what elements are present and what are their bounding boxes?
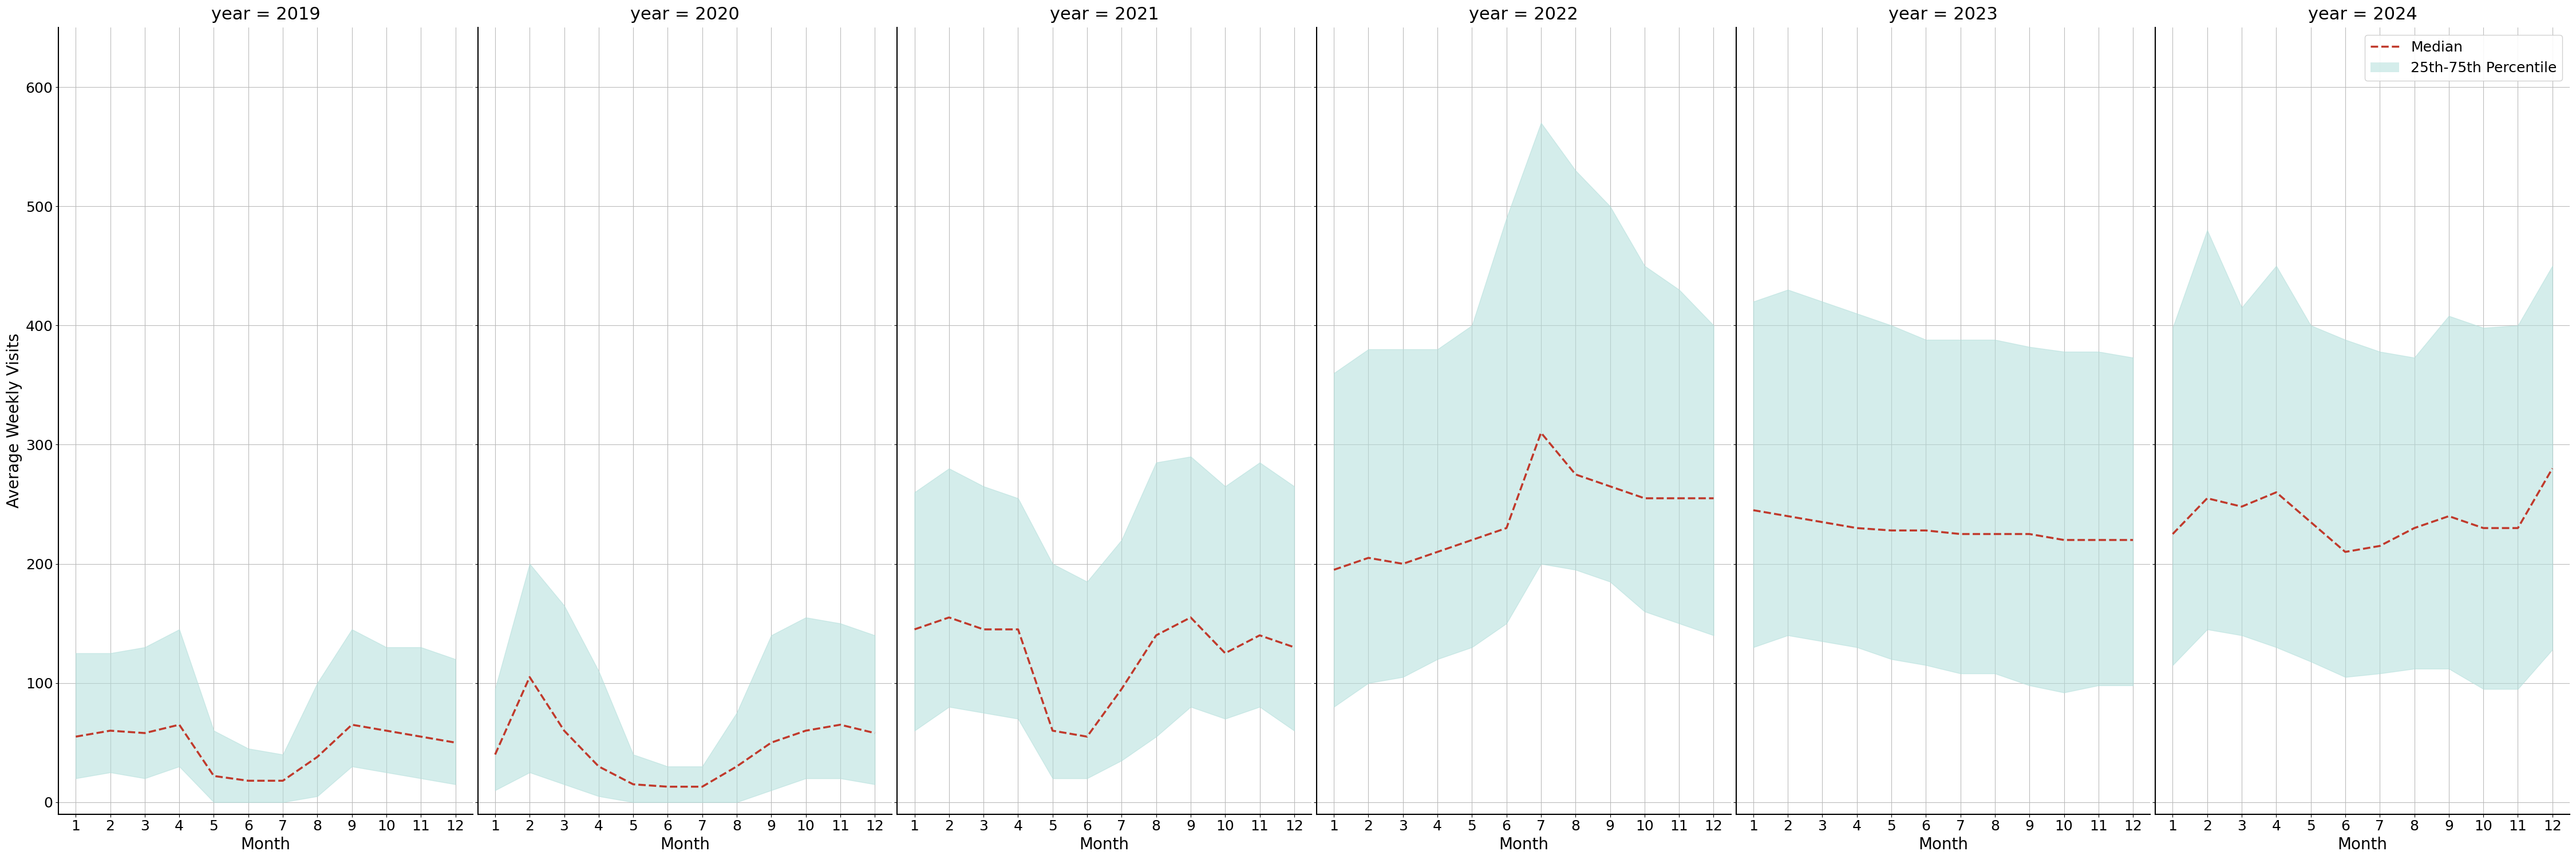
Median bbox=[2468, 523, 2499, 533]
Median bbox=[2048, 535, 2079, 545]
Median bbox=[2117, 535, 2148, 545]
Median bbox=[1739, 505, 1770, 515]
Median bbox=[2192, 493, 2223, 503]
Line: Median: Median bbox=[1754, 510, 2133, 540]
Median bbox=[1842, 523, 1873, 533]
Legend: Median, 25th-75th Percentile: Median, 25th-75th Percentile bbox=[2365, 34, 2563, 81]
Median bbox=[129, 728, 160, 738]
Median bbox=[1002, 624, 1033, 635]
Line: Median: Median bbox=[495, 677, 876, 787]
Median bbox=[1105, 684, 1136, 694]
Median bbox=[1244, 631, 1275, 641]
Median bbox=[721, 761, 752, 771]
Median bbox=[59, 732, 90, 742]
Line: Median: Median bbox=[914, 618, 1293, 737]
Median bbox=[1978, 529, 2009, 539]
Median bbox=[860, 728, 891, 738]
Title: year = 2021: year = 2021 bbox=[1051, 6, 1159, 23]
Median bbox=[824, 720, 855, 730]
Median bbox=[791, 726, 822, 736]
Median bbox=[1319, 564, 1350, 575]
Median bbox=[371, 726, 402, 736]
Median bbox=[2014, 529, 2045, 539]
Title: year = 2022: year = 2022 bbox=[1468, 6, 1579, 23]
Y-axis label: Average Weekly Visits: Average Weekly Visits bbox=[5, 333, 23, 509]
Median bbox=[2398, 523, 2429, 533]
Median bbox=[2262, 487, 2293, 497]
Median bbox=[1595, 481, 1625, 491]
Median bbox=[652, 782, 683, 792]
Median bbox=[1875, 526, 1906, 536]
Median bbox=[1525, 428, 1556, 438]
X-axis label: Month: Month bbox=[2336, 837, 2388, 853]
Median bbox=[479, 749, 510, 759]
Median bbox=[2434, 511, 2465, 521]
Median bbox=[1455, 535, 1486, 545]
Median bbox=[1141, 631, 1172, 641]
X-axis label: Month: Month bbox=[1499, 837, 1548, 853]
Median bbox=[1211, 648, 1242, 658]
X-axis label: Month: Month bbox=[1919, 837, 1968, 853]
Median bbox=[549, 726, 580, 736]
Median bbox=[1038, 726, 1069, 736]
Median bbox=[1492, 523, 1522, 533]
Median bbox=[2537, 463, 2568, 473]
Median bbox=[2156, 529, 2187, 539]
Median bbox=[969, 624, 999, 635]
Title: year = 2024: year = 2024 bbox=[2308, 6, 2416, 23]
Median bbox=[755, 737, 786, 747]
Median bbox=[2501, 523, 2532, 533]
Median bbox=[2084, 535, 2115, 545]
X-axis label: Month: Month bbox=[240, 837, 291, 853]
Median bbox=[1806, 517, 1837, 527]
Median bbox=[2226, 502, 2257, 512]
X-axis label: Month: Month bbox=[659, 837, 711, 853]
Median bbox=[337, 720, 368, 730]
Median bbox=[1664, 493, 1695, 503]
Median bbox=[1628, 493, 1659, 503]
Median bbox=[1911, 526, 1942, 536]
Median bbox=[1698, 493, 1728, 503]
Median bbox=[1278, 642, 1309, 652]
Line: Median: Median bbox=[2172, 468, 2553, 551]
Line: Median: Median bbox=[75, 725, 456, 781]
Median bbox=[2365, 541, 2396, 551]
Median bbox=[2329, 546, 2360, 557]
Median bbox=[165, 720, 196, 730]
Median bbox=[1072, 732, 1103, 742]
Median bbox=[688, 782, 719, 792]
Median bbox=[1561, 469, 1592, 479]
Title: year = 2019: year = 2019 bbox=[211, 6, 319, 23]
Median bbox=[1945, 529, 1976, 539]
Median bbox=[268, 776, 299, 786]
Median bbox=[1352, 552, 1383, 563]
Median bbox=[232, 776, 263, 786]
Median bbox=[2295, 517, 2326, 527]
X-axis label: Month: Month bbox=[1079, 837, 1128, 853]
Median bbox=[301, 752, 332, 762]
Median bbox=[1388, 558, 1419, 569]
Median bbox=[440, 737, 471, 747]
Median bbox=[933, 612, 963, 623]
Median bbox=[515, 672, 546, 682]
Median bbox=[95, 726, 126, 736]
Median bbox=[582, 761, 613, 771]
Median bbox=[1175, 612, 1206, 623]
Median bbox=[618, 779, 649, 789]
Line: Median: Median bbox=[1334, 433, 1713, 570]
Median bbox=[1422, 546, 1453, 557]
Median bbox=[899, 624, 930, 635]
Median bbox=[198, 771, 229, 781]
Title: year = 2020: year = 2020 bbox=[631, 6, 739, 23]
Median bbox=[1772, 511, 1803, 521]
Median bbox=[404, 732, 435, 742]
Title: year = 2023: year = 2023 bbox=[1888, 6, 1999, 23]
